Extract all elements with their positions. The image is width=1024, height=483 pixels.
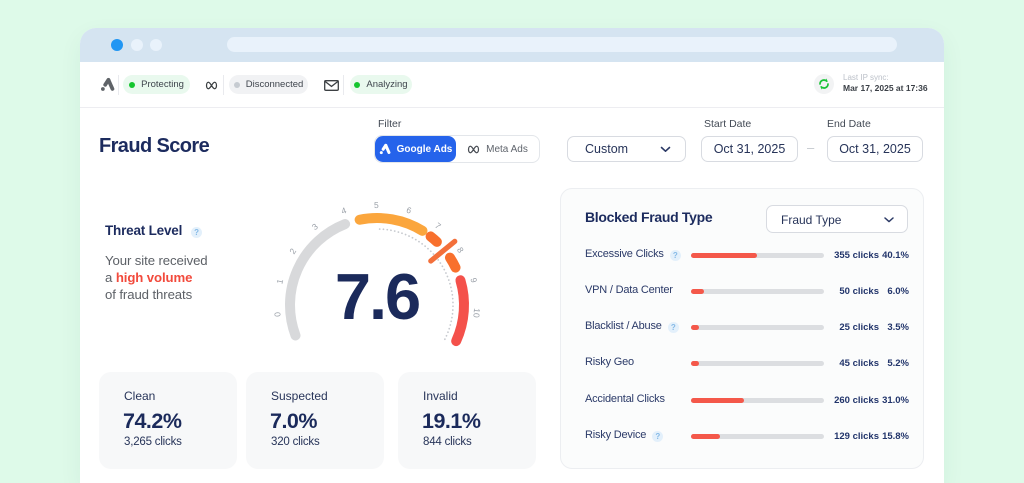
svg-text:8: 8 [455,245,466,255]
svg-text:2: 2 [287,246,298,256]
svg-text:5: 5 [374,200,379,210]
svg-text:0: 0 [272,311,282,317]
svg-text:7: 7 [433,220,443,231]
svg-text:3: 3 [310,221,320,232]
svg-text:1: 1 [274,278,285,285]
svg-text:4: 4 [340,205,348,216]
svg-text:6: 6 [405,205,413,216]
svg-text:9: 9 [468,277,479,284]
svg-text:10: 10 [471,308,482,318]
